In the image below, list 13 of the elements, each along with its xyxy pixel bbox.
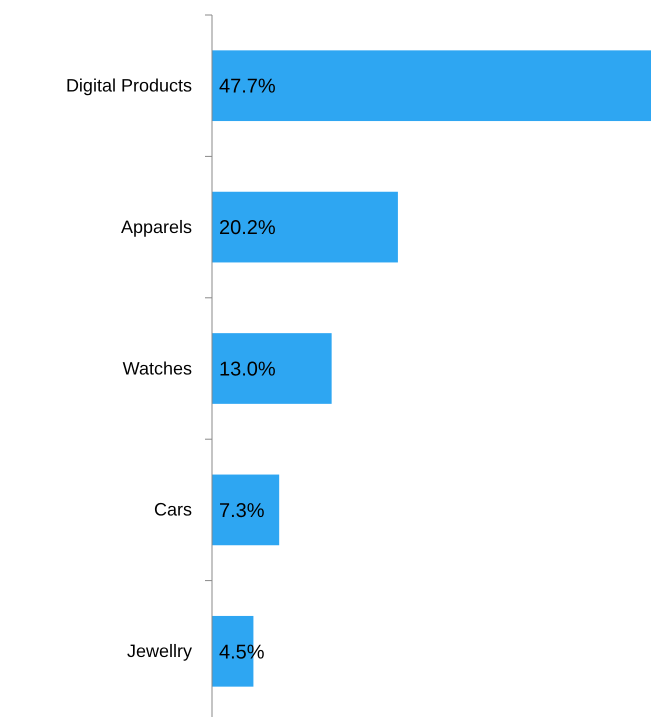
bar [212, 192, 398, 262]
bar [212, 50, 651, 122]
bar [212, 474, 280, 546]
bar [212, 333, 332, 404]
data-label: 7.3% [219, 500, 265, 522]
data-label: 20.2% [219, 217, 276, 240]
data-label: 13.0% [219, 358, 276, 380]
y-tick-label: Watches [122, 358, 192, 378]
y-tick-label: Jewellry [126, 641, 192, 662]
y-tick-label: Digital Products [66, 75, 192, 96]
y-tick-label: Cars [154, 500, 192, 520]
y-tick-label: Apparels [120, 216, 192, 237]
data-label: 47.7% [219, 76, 276, 98]
